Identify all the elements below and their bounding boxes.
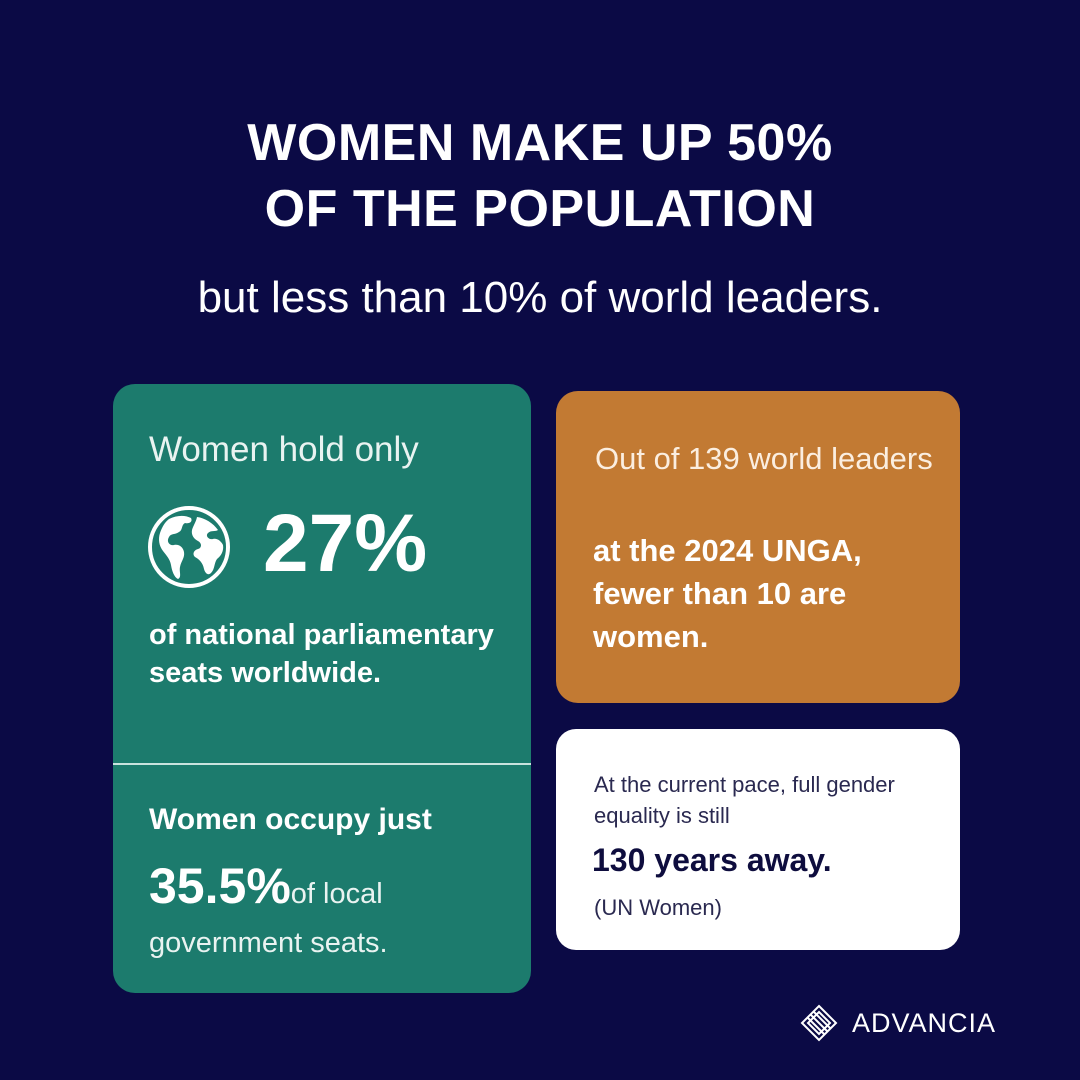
- parliament-description: of national parliamentary seats worldwid…: [149, 619, 494, 689]
- brand-name: ADVANCIA: [852, 1008, 997, 1038]
- brand-logo: ADVANCIA: [800, 1003, 996, 1043]
- leaders-card: Out of 139 world leaders at the 2024 UNG…: [556, 391, 960, 703]
- headline-line-1: WOMEN MAKE UP 50%: [247, 114, 833, 172]
- local-stat: 35.5%: [149, 858, 291, 914]
- local-intro: Women occupy just: [149, 803, 432, 836]
- leaders-highlight: at the 2024 UNGA, fewer than 10 are wome…: [593, 533, 862, 654]
- headline-line-2: OF THE POPULATION: [264, 180, 816, 238]
- local-stat-line: 35.5%of local: [149, 856, 383, 924]
- parliament-stat: 27%: [263, 498, 428, 589]
- card-divider: [113, 763, 531, 765]
- globe-icon: [148, 506, 230, 588]
- equality-source: (UN Women): [594, 895, 722, 920]
- parliament-intro: Women hold only: [149, 430, 419, 469]
- local-tail: government seats.: [149, 927, 388, 959]
- leaders-intro: Out of 139 world leaders: [595, 441, 933, 476]
- equality-intro: At the current pace, full gender equalit…: [594, 772, 895, 828]
- subtitle: but less than 10% of world leaders.: [197, 273, 883, 322]
- headline: WOMEN MAKE UP 50% OF THE POPULATION: [0, 110, 1080, 242]
- local-stat-suffix: of local: [290, 878, 383, 910]
- equality-card: At the current pace, full gender equalit…: [556, 729, 960, 950]
- advancia-logo-icon: [800, 1004, 838, 1042]
- equality-highlight: 130 years away.: [592, 842, 832, 878]
- parliament-card: Women hold only 27% of national parliame…: [113, 384, 531, 993]
